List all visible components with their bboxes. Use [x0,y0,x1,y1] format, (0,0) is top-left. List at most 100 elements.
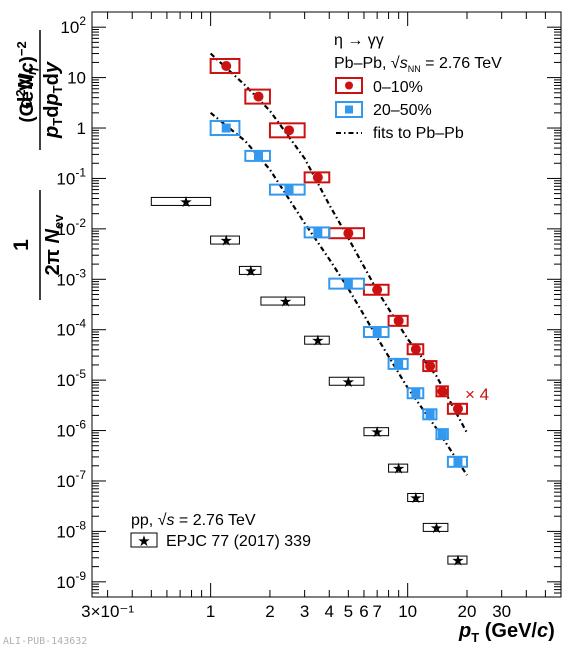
x-tick-labels: 3×10⁻¹ 1 2 3 4 5 6 7 10 20 30 [81,602,511,621]
scale-note: × 4 [465,385,489,404]
data-point-central [393,315,404,326]
data-point-central [425,361,436,372]
data-point-pp: ★ [430,520,443,537]
y-tick-label: 10-7 [56,468,86,491]
sys-box [422,360,438,373]
pp-sys-box [150,196,212,206]
y-axis-title: 1 2π Nev d2Nη pTdpTdy (GeV/c)−2 [10,30,66,300]
y-tick-label: 1 [77,119,86,138]
pp-sys-box [388,463,409,473]
y-tick-label: 10 [67,69,86,88]
data-point-central [253,91,264,102]
data-point-central [437,386,448,397]
data-point-pp: ★ [311,333,324,350]
sys-box [446,402,468,415]
pp-legend: pp, √s = 2.76 TeV ★ EPJC 77 (2017) 339 [130,512,311,550]
pp-sys-box [447,555,468,565]
svg-text:pTdpTdy: pTdpTdy [41,61,65,139]
y-tick-label: 10-9 [56,569,86,592]
pp-legend-swatch-box [130,532,158,548]
data-point-pp: ★ [451,553,464,570]
pp-sys-box [407,493,424,503]
x-tick-label: 1 [206,602,215,621]
x-tick-label: 6 [359,602,368,621]
y-tick-label: 10-4 [56,317,86,340]
y-tick-labels: 102 10 1 10-1 10-2 10-3 10-4 10-5 10-6 10-7 10-8 10… [56,14,86,592]
y-tick-label: 10-1 [56,165,86,188]
data-point-pp: ★ [244,263,257,280]
sys-box [268,122,306,139]
data-point-pp: ★ [392,461,405,478]
x-tick-label: 10 [398,602,417,621]
x-tick-label: 3×10⁻¹ [81,602,134,621]
y-tick-label: 10-8 [56,518,86,541]
data-point-semicentral [372,327,382,337]
pp-sys-box [363,427,390,437]
sys-box [303,226,331,239]
y-tick-label: 10-2 [56,216,86,239]
data-point-semicentral [425,409,435,419]
svg-text:1: 1 [10,239,33,251]
axis-ticks [92,11,562,598]
data-point-central [221,60,232,71]
pp-sys-box [422,522,449,532]
y-tick-label: 10-3 [56,266,86,289]
svg-text:(GeV/c)−2: (GeV/c)−2 [14,41,38,122]
legend-entry-central: 0–10% [373,79,423,96]
sys-box [422,408,438,421]
x-tick-label: 2 [265,602,274,621]
x-tick-label: 30 [492,602,511,621]
x-axis-title: pT (GeV/c) [458,620,555,645]
data-point-semicentral [453,457,463,467]
legend-swatch-central-marker [345,81,353,90]
x-tick-label: 5 [344,602,353,621]
legend-entry-semicentral: 20–50% [373,102,432,119]
pp-sys-box [210,235,240,245]
sys-box [244,149,271,162]
legend-swatch-semicentral-box [335,101,363,118]
data-point-central [284,125,295,136]
sys-box [268,183,306,196]
legend-title: η → γγ [334,32,384,49]
sys-box [362,283,390,296]
publication-id: ALI-PUB-143632 [3,636,88,647]
sys-box [406,343,425,356]
sys-box [244,88,271,105]
y-tick-label: 10-5 [56,367,86,390]
x-tick-label: 20 [458,602,477,621]
data-point-pp: ★ [279,294,292,311]
data-point-pp: ★ [409,490,422,507]
pp-legend-star-icon: ★ [137,533,150,550]
data-point-pp: ★ [342,374,355,391]
data-point-central [452,403,463,414]
y-tick-label: 10-6 [56,418,86,441]
data-point-semicentral [254,151,264,161]
data-point-central [372,284,383,295]
data-point-semicentral [394,359,404,369]
pp-sys-box [328,376,365,386]
data-point-central [312,172,323,183]
legend-swatch-semicentral-marker [345,105,353,114]
y-tick-label: 102 [60,14,86,37]
data-point-semicentral [411,388,421,398]
systematic-boxes [150,57,468,565]
data-point-pp: ★ [179,194,192,211]
sys-box [328,277,365,290]
data-point-semicentral [221,123,231,133]
x-tick-label: 3 [300,602,309,621]
sys-box [209,57,241,74]
data-point-semicentral [437,429,447,439]
pp-label: pp, √s = 2.76 TeV [131,512,256,529]
legend-entry-fit: fits to Pb–Pb [373,125,464,142]
sys-box [387,357,409,370]
data-point-semicentral [343,279,353,289]
plot-frame [91,11,562,598]
data-point-pp: ★ [220,233,233,250]
sys-box [446,455,468,468]
sys-box [209,120,241,137]
sys-box [435,428,449,441]
sys-box [303,171,331,184]
sys-box [387,314,409,327]
data-point-central [343,228,354,239]
